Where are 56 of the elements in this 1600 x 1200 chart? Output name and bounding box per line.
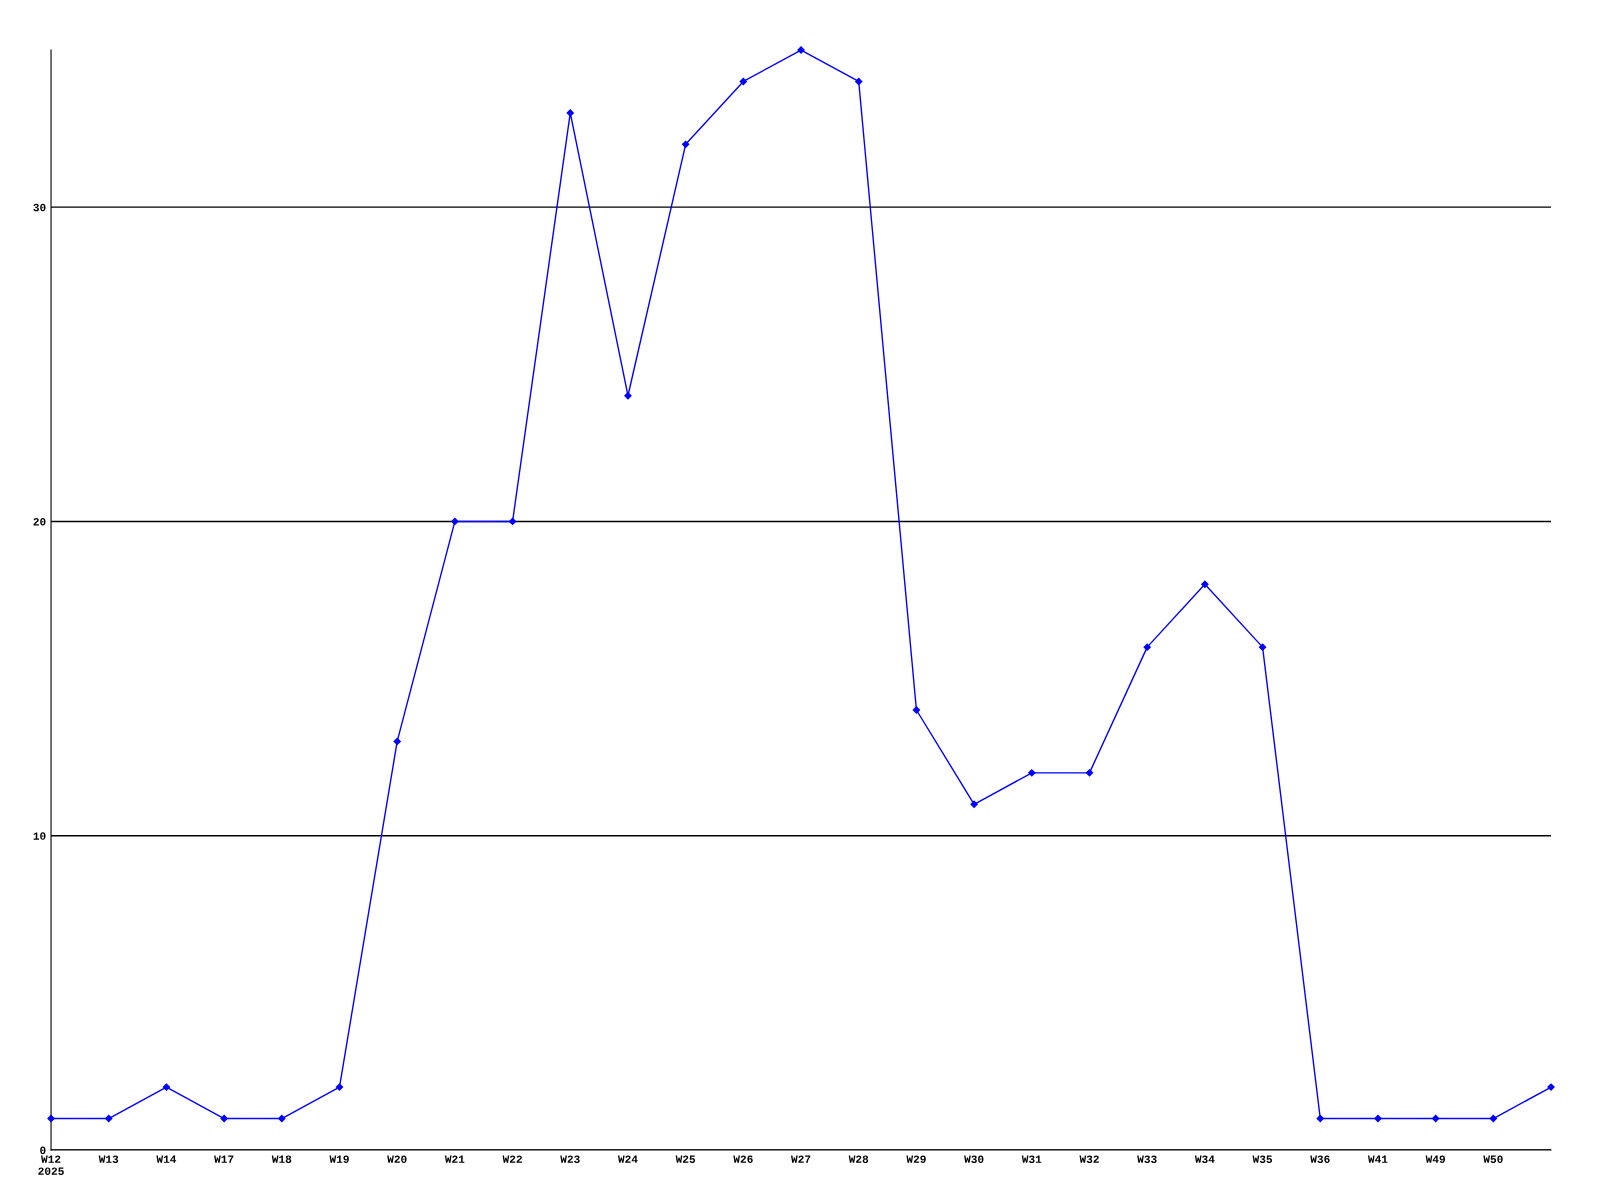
y-tick-label: 0 (40, 1146, 46, 1155)
point (220, 1114, 228, 1123)
point (393, 737, 401, 746)
x-tick-label: W24 (617, 1155, 638, 1163)
point (739, 77, 747, 86)
point (1316, 1114, 1324, 1123)
point (1432, 1114, 1440, 1123)
point (1143, 643, 1151, 651)
y-tick-label: 10 (33, 832, 46, 840)
point (451, 517, 459, 526)
x-tick-label: W35 (1252, 1155, 1272, 1163)
x-tick-label: W41 (1367, 1155, 1388, 1163)
point (162, 1083, 171, 1091)
x-tick-label: W29 (906, 1155, 926, 1163)
x-tick-label: W13 (98, 1155, 119, 1163)
x-tick-label: W21 (444, 1155, 465, 1163)
point (624, 392, 632, 400)
point (278, 1114, 286, 1123)
point (1547, 1083, 1555, 1091)
x-tick-label: W49 (1425, 1155, 1445, 1163)
x-tick-label: W22 (502, 1155, 522, 1163)
x-tick-label: W27 (791, 1155, 811, 1163)
x-tick-label: W17 (214, 1155, 234, 1163)
x-tick-label: W32 (1079, 1155, 1099, 1163)
point (47, 1114, 55, 1123)
x-tick-label: W36 (1310, 1155, 1330, 1163)
point (566, 109, 574, 117)
x-tick-label: W26 (733, 1155, 753, 1163)
point (1258, 643, 1267, 651)
point (1374, 1114, 1382, 1123)
x-tick-label: W28 (848, 1155, 869, 1163)
point (970, 800, 978, 808)
point (1085, 769, 1094, 777)
x-tick-label: W31 (1021, 1155, 1042, 1163)
point (105, 1114, 113, 1123)
point (335, 1083, 344, 1091)
x-tick-label: W20 (387, 1155, 407, 1163)
point (912, 706, 921, 714)
x-tick-label: W12 2025 (38, 1155, 64, 1175)
x-tick-label: W19 (329, 1155, 349, 1163)
point (855, 77, 863, 86)
point (1489, 1114, 1497, 1123)
x-tick-label: W23 (560, 1155, 580, 1163)
x-tick-label: W33 (1137, 1155, 1157, 1163)
point (508, 517, 517, 526)
x-tick-label: W18 (271, 1155, 292, 1163)
y-tick-label: 30 (33, 203, 46, 212)
point (1201, 580, 1209, 588)
x-tick-label: W14 (156, 1155, 177, 1163)
x-tick-label: W30 (964, 1155, 984, 1163)
x-tick-label: W34 (1194, 1155, 1215, 1163)
point (682, 140, 690, 148)
x-tick-label: W50 (1483, 1155, 1503, 1163)
y-tick-label: 20 (33, 518, 46, 526)
x-tick-label: W25 (675, 1155, 696, 1163)
point (1028, 769, 1036, 777)
